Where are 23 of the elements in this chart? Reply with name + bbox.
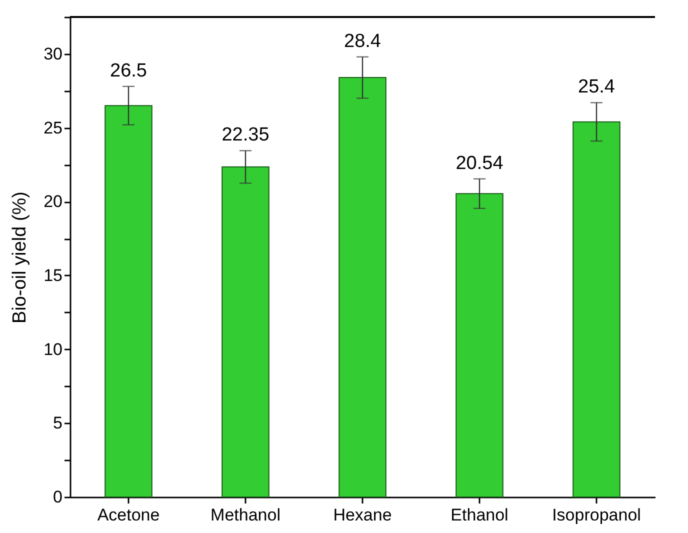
y-tick-label: 25 [44, 118, 62, 138]
y-tick-label: 5 [53, 414, 62, 433]
y-tick-label: 30 [44, 44, 62, 64]
x-tick-label: Ethanol [450, 506, 508, 524]
data-label: 20.54 [456, 152, 504, 174]
bar [338, 77, 386, 498]
data-label: 28.4 [344, 30, 382, 52]
x-tick-label: Methanol [210, 506, 280, 524]
y-tick-label: 20 [44, 192, 62, 212]
bar [456, 193, 504, 498]
bar [572, 121, 620, 498]
data-label: 22.35 [222, 124, 270, 146]
y-axis-title: Bio-oil yield (%) [10, 192, 31, 324]
data-label: 26.5 [110, 60, 147, 82]
y-tick-label: 10 [44, 340, 62, 359]
x-tick-label: Isopropanol [552, 506, 641, 524]
bar [222, 166, 270, 498]
data-label: 25.4 [578, 76, 616, 98]
x-tick-label: Hexane [333, 506, 392, 524]
y-tick-label: 0 [53, 488, 62, 506]
bar [104, 105, 152, 498]
x-tick-label: Acetone [97, 506, 160, 524]
y-tick-label: 15 [44, 266, 62, 285]
